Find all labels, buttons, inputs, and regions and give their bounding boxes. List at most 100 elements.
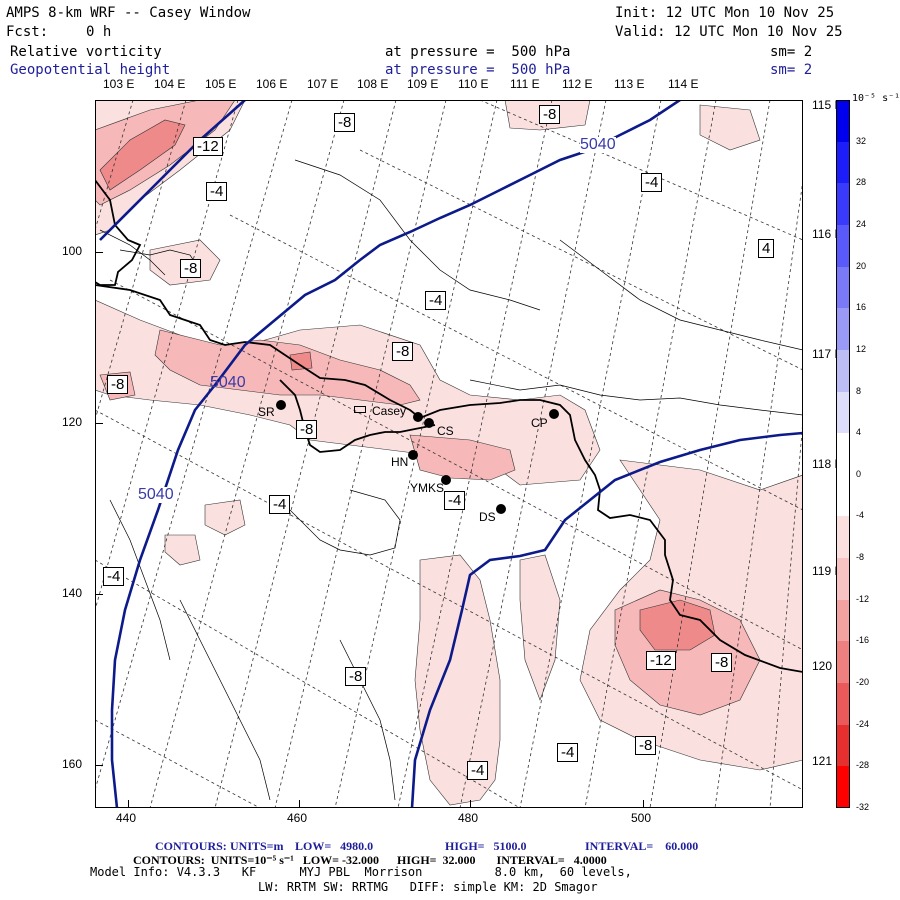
top-lon-label: 107 E	[307, 77, 339, 91]
colorbar-tick-label: -16	[856, 635, 870, 646]
station-label-ymks: YMKS	[410, 481, 445, 495]
geopotential-height-contours	[99, 100, 803, 808]
colorbar-swatch	[836, 308, 850, 351]
colorbar-swatch	[836, 516, 850, 559]
vorticity-contour-label: -8	[539, 105, 561, 124]
colorbar-swatch	[836, 349, 850, 393]
top-lon-label: 109 E	[407, 77, 439, 91]
vorticity-contour-label: -4	[467, 761, 489, 780]
station-label-ds: DS	[479, 510, 496, 524]
window-title: AMPS 8-km WRF -- Casey Window	[6, 5, 251, 21]
colorbar-swatch	[836, 183, 850, 226]
vorticity-contour-label: 4	[758, 239, 775, 258]
station-label-hn: HN	[391, 455, 409, 469]
x-tick-mark	[470, 800, 471, 808]
colorbar-swatch	[836, 224, 850, 268]
shade-nw-dark	[99, 119, 186, 191]
latlon-grid	[95, 100, 803, 808]
fcst-value: 0 h	[86, 24, 112, 40]
vorticity-contour-label: -4	[206, 182, 228, 201]
station-dot-cp	[549, 409, 559, 419]
top-lon-label: 103 E	[103, 77, 135, 91]
shade-left-small2	[164, 534, 201, 566]
station-dot-ymks	[441, 475, 451, 485]
top-lon-label: 112 E	[562, 77, 593, 91]
colorbar-tick-label: 28	[856, 177, 867, 188]
y-tick-label: 160	[62, 757, 83, 771]
station-label-cs: CS	[437, 424, 454, 438]
vorticity-contour-label: -4	[641, 173, 663, 192]
colorbar-swatch	[836, 766, 850, 809]
shade-far-east	[699, 104, 761, 151]
colorbar-swatch	[836, 724, 850, 767]
shade-center-dark	[289, 351, 313, 371]
colorbar-tick-label: -28	[856, 760, 870, 771]
height-label-2: 5040	[210, 374, 246, 391]
footer-model-info: Model Info: V4.3.3 KF MYJ PBL Morrison 8…	[90, 865, 632, 879]
vorticity-contour-label: -4	[103, 567, 125, 586]
field2-smoothing: sm= 2	[770, 62, 813, 78]
relief-contours	[99, 159, 803, 801]
colorbar-tick-label: -8	[856, 552, 865, 563]
x-tick-mark	[643, 800, 644, 808]
colorbar-tick-label: 32	[856, 135, 867, 146]
field1-smoothing: sm= 2	[770, 44, 813, 60]
colorbar-frame	[836, 100, 850, 808]
station-dot-hn	[408, 450, 418, 460]
vorticity-contour-label: -8	[334, 113, 356, 132]
colorbar-tick-label: 16	[856, 302, 867, 313]
shade-south-band	[414, 554, 501, 806]
footer-height-units: UNITS=m	[230, 839, 284, 853]
vorticity-contour-label: -4	[557, 743, 579, 762]
vorticity-contour-label: -8	[345, 667, 367, 686]
colorbar-swatch	[836, 141, 850, 184]
vorticity-contour-label: -4	[425, 291, 447, 310]
station-dot-casey	[413, 412, 423, 422]
station-label-cp: CP	[531, 416, 548, 430]
vorticity-contour-label: -12	[193, 137, 223, 156]
colorbar-tick-label: -24	[856, 718, 870, 729]
vorticity-contour-label: -4	[269, 495, 291, 514]
field2-level: at pressure = 500 hPa	[385, 62, 571, 78]
colorbar-tick-label: -4	[856, 510, 865, 521]
y-tick-label: 140	[62, 586, 83, 600]
colorbar-tick-label: 0	[856, 468, 862, 479]
x-tick-label: 500	[631, 811, 652, 825]
vorticity-contour-label: -8	[711, 653, 733, 672]
station-dot-cs	[424, 418, 434, 428]
top-lon-label: 106 E	[256, 77, 288, 91]
colorbar-swatch	[836, 266, 850, 309]
vorticity-contour-label: -12	[646, 651, 676, 670]
shade-east-strip	[519, 554, 561, 701]
init-time: Init: 12 UTC Mon 10 Nov 25	[615, 5, 835, 21]
colorbar-tick-label: -32	[856, 802, 870, 812]
colorbar-swatch	[836, 433, 850, 476]
colorbar-tick-label: 20	[856, 260, 867, 271]
colorbar-tick-label: 12	[856, 343, 867, 354]
height-label-1: 5040	[580, 136, 616, 153]
colorbar-tick-label: -12	[856, 593, 870, 604]
top-lon-label: 105 E	[205, 77, 237, 91]
field1-name: Relative vorticity	[10, 44, 162, 60]
x-tick-mark	[299, 800, 300, 808]
station-label-casey: Casey	[372, 404, 407, 418]
field2-name: Geopotential height	[10, 62, 171, 78]
valid-time: Valid: 12 UTC Mon 10 Nov 25	[615, 24, 843, 40]
shade-center-right	[409, 434, 516, 481]
colorbar-swatch	[836, 100, 850, 143]
x-tick-label: 440	[116, 811, 137, 825]
colorbar-tick-label: 24	[856, 218, 867, 229]
vorticity-contour-label: -8	[392, 342, 414, 361]
plot-frame	[95, 100, 803, 808]
field1-level: at pressure = 500 hPa	[385, 44, 571, 60]
x-tick-mark	[128, 800, 129, 808]
top-lon-label: 108 E	[357, 77, 389, 91]
x-tick-label: 480	[458, 811, 479, 825]
colorbar-swatch	[836, 474, 850, 517]
vorticity-contour-label: -8	[180, 259, 202, 278]
footer-height-interval: INTERVAL= 60.000	[585, 839, 699, 853]
y-tick-label: 120	[62, 415, 83, 429]
y-tick-label: 100	[62, 244, 83, 258]
footer-vorticity-contours: CONTOURS: UNITS=10⁻⁵ s⁻¹ LOW= -32.000 HI…	[133, 853, 607, 867]
colorbar-units: 10⁻⁵ s⁻¹	[852, 93, 900, 104]
